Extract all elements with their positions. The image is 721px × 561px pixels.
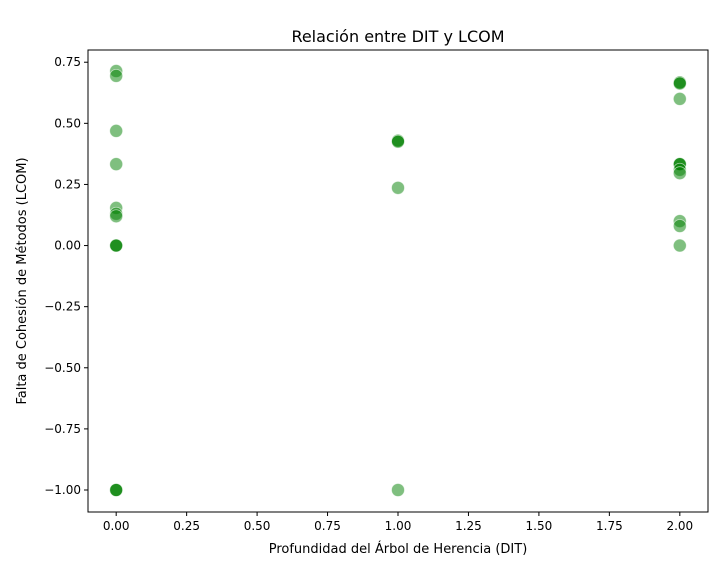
y-tick-label: −0.75 [44,422,81,436]
y-tick-label: −0.50 [44,361,81,375]
x-axis-label: Profundidad del Árbol de Herencia (DIT) [269,541,528,557]
y-tick-label: 0.25 [54,177,81,191]
x-tick-label: 1.25 [455,519,482,533]
y-tick-label: −1.00 [44,483,81,497]
data-point [109,157,124,172]
data-point [672,76,687,91]
data-point [391,483,405,497]
x-axis: 0.00 0.25 0.50 0.75 1.00 1.25 1.50 1.75 2.00 [103,512,693,533]
data-point [109,69,124,83]
x-tick-label: 1.00 [385,519,412,533]
y-tick-label: 0.50 [54,116,81,130]
x-tick-label: 1.50 [526,519,553,533]
data-points [109,64,687,497]
y-tick-label: 0.00 [54,239,81,253]
x-tick-label: 0.00 [103,519,130,533]
y-tick-label: 0.75 [54,55,81,69]
data-point [391,134,405,149]
y-tick-label: −0.25 [44,300,81,314]
data-point [109,209,124,224]
x-tick-label: 0.75 [314,519,341,533]
data-point [672,219,687,233]
chart-title: Relación entre DIT y LCOM [291,27,504,46]
data-point [109,124,124,138]
data-point [672,238,687,253]
x-tick-label: 0.25 [173,519,200,533]
x-tick-label: 1.75 [596,519,623,533]
x-tick-label: 0.50 [244,519,271,533]
data-point [672,166,687,181]
y-axis-label: Falta de Cohesión de Métodos (LCOM) [15,157,30,404]
plot-frame [87,49,709,513]
data-point [391,180,405,195]
x-tick-label: 2.00 [666,519,693,533]
y-axis: −1.00 −0.75 −0.50 −0.25 0.00 0.25 0.50 0.75 [44,55,88,497]
data-point [109,483,124,497]
data-point [672,91,687,106]
data-point [109,238,124,253]
